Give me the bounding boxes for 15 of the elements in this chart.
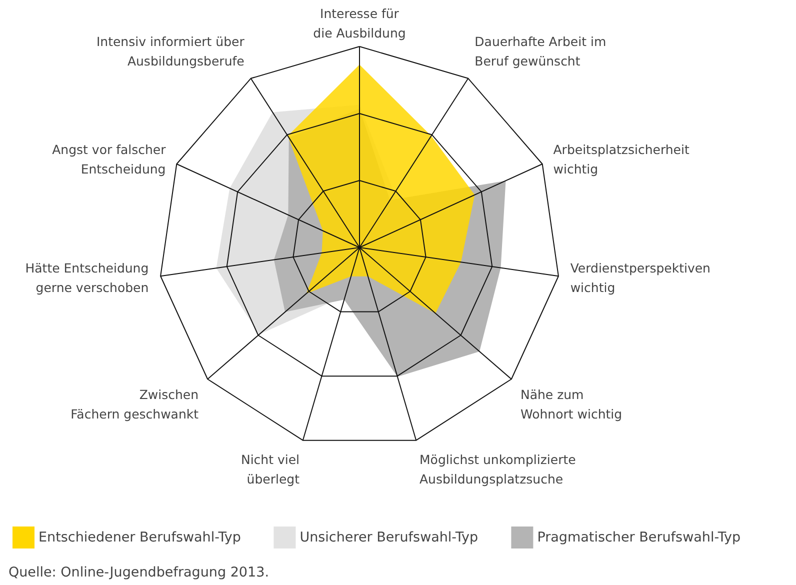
spoke-label: Hätte Entscheidung gerne verschoben (25, 260, 149, 296)
spoke-label: Dauerhafte Arbeit im Beruf gewünscht (474, 34, 606, 68)
spoke-label: Zwischen Fächern geschwankt (70, 386, 199, 422)
legend-label: Unsicherer Berufswahl-Typ (300, 530, 478, 546)
spoke-label: Arbeitsplatzsicherheit wichtig (553, 142, 690, 176)
legend-label: Pragmatischer Berufswahl-Typ (537, 530, 741, 546)
source-note: Quelle: Online-Jugendbefragung 2013. (8, 564, 269, 580)
spoke-label: Nicht viel überlegt (240, 452, 300, 486)
spoke-label: Angst vor falscher Entscheidung (52, 142, 167, 176)
legend-label: Entschiedener Berufswahl-Typ (38, 530, 241, 546)
spoke-label: Nähe zum Wohnort wichtig (520, 386, 622, 422)
spoke-label: Intensiv informiert über Ausbildungsberufe (96, 34, 246, 68)
spoke-label: Interesse für die Ausbildung (313, 6, 406, 40)
spoke-label: Möglichst unkomplizierte Ausbildungsplatzsuche (420, 452, 576, 486)
spoke-label: Verdienstperspektiven wichtig (570, 260, 710, 296)
